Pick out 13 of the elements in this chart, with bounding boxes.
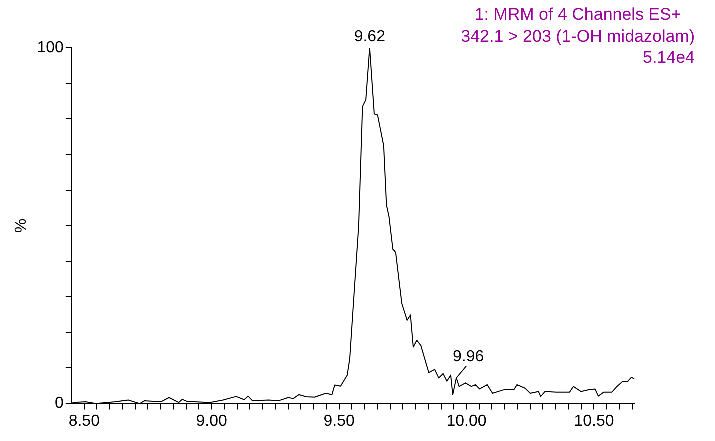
x-tick-label: 10.00	[446, 412, 487, 430]
x-tick-label: 9.00	[196, 412, 228, 430]
x-tick-label: 10.50	[574, 412, 614, 430]
annotation: 9.96	[452, 348, 484, 366]
chart-title: 1: MRM of 4 Channels ES+	[474, 4, 682, 26]
x-tick-label: 8.50	[68, 412, 100, 430]
chart-subtitle: 342.1 > 203 (1-OH midazolam)	[461, 26, 695, 48]
annotation: 9.62	[354, 28, 386, 46]
y-tick-label: 100	[37, 39, 64, 56]
text: 5.14e4	[643, 48, 695, 68]
x-tick-label: 9.50	[324, 412, 355, 430]
y-tick-label: 0	[54, 395, 64, 412]
y-axis-title: %	[13, 218, 30, 234]
